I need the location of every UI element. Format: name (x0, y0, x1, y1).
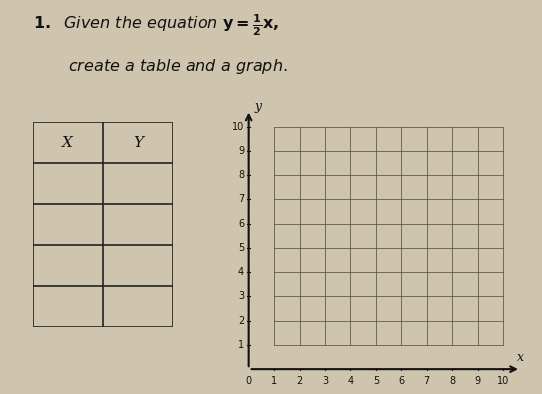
Text: 3: 3 (322, 376, 328, 387)
Text: 9: 9 (474, 376, 481, 387)
Text: 0: 0 (246, 376, 251, 387)
Text: $\it{create\ a\ table\ and\ a\ graph.}$: $\it{create\ a\ table\ and\ a\ graph.}$ (68, 57, 287, 76)
Text: 7: 7 (424, 376, 430, 387)
Text: 6: 6 (398, 376, 404, 387)
Text: 9: 9 (238, 146, 244, 156)
Text: 5: 5 (373, 376, 379, 387)
Text: 3: 3 (238, 292, 244, 301)
Text: 1: 1 (271, 376, 277, 387)
Text: y: y (254, 100, 261, 113)
Text: 2: 2 (296, 376, 302, 387)
Text: 4: 4 (238, 267, 244, 277)
Text: 1: 1 (238, 340, 244, 350)
Text: 7: 7 (238, 194, 244, 204)
Text: x: x (517, 351, 524, 364)
Text: 2: 2 (238, 316, 244, 326)
Text: 6: 6 (238, 219, 244, 229)
Text: 10: 10 (497, 376, 509, 387)
Text: 4: 4 (347, 376, 353, 387)
Text: Y: Y (133, 136, 143, 150)
Text: 5: 5 (238, 243, 244, 253)
Text: X: X (62, 136, 73, 150)
Text: 10: 10 (232, 122, 244, 132)
Text: 8: 8 (238, 170, 244, 180)
Text: 8: 8 (449, 376, 455, 387)
Text: $\mathbf{1.}$  $\it{Given\ the\ equation\ }$$\mathbf{y = \frac{1}{2}x,}$: $\mathbf{1.}$ $\it{Given\ the\ equation\… (33, 12, 279, 37)
